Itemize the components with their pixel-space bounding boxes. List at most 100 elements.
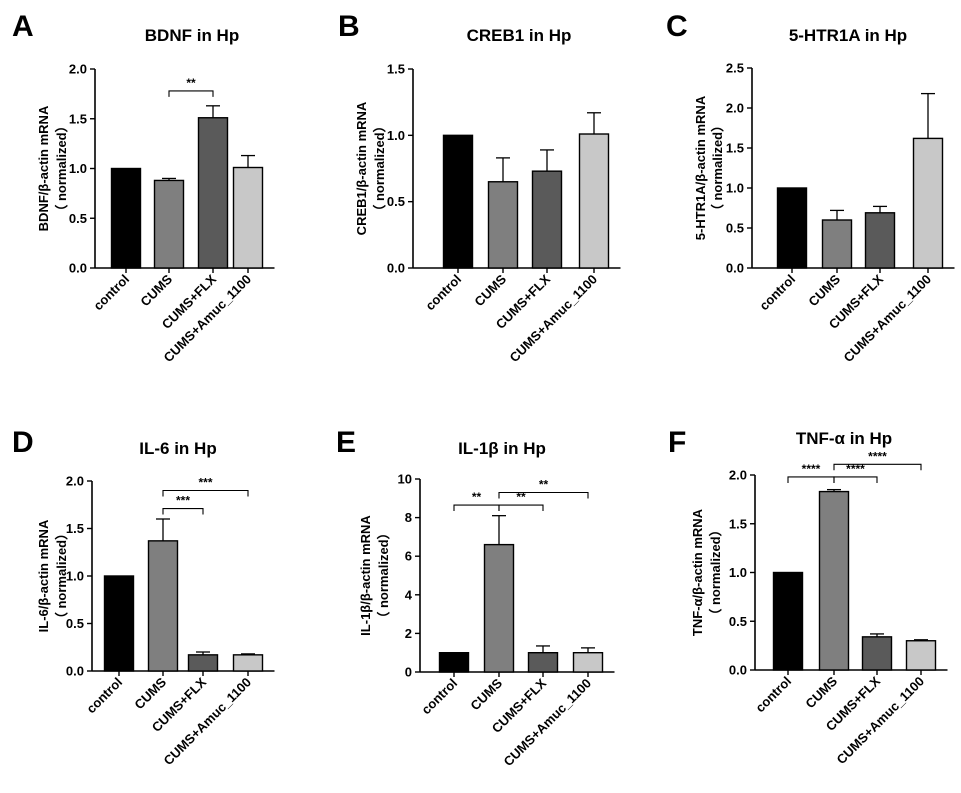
significance-bracket [833, 476, 878, 483]
y-tick-label: 2.0 [66, 474, 84, 489]
significance-bracket [498, 504, 544, 512]
bar-control [442, 134, 474, 269]
y-tick-label: 6 [405, 549, 412, 564]
y-axis-label: CREB1/β-actin mRNA [354, 101, 369, 235]
category-label: control [756, 272, 798, 314]
category-label: CUMS [471, 271, 509, 309]
panel-letter: F [668, 426, 686, 459]
y-tick-label: 0.5 [66, 616, 84, 631]
bar-CUMS+Amuc_1100 [232, 166, 264, 269]
panel-letter: C [666, 10, 688, 43]
chart-panel-A: A BDNF in Hp BDNF/β-actin mRNA （ normalized… [12, 10, 275, 365]
bar-CUMS [147, 540, 179, 672]
category-label: control [422, 272, 464, 314]
y-tick-label: 2.5 [726, 61, 744, 76]
y-tick-label: 1.5 [387, 62, 405, 77]
chart-title: BDNF in Hp [145, 26, 239, 45]
y-tick-label: 0.5 [69, 211, 87, 226]
bar-CUMS+FLX [864, 212, 896, 269]
y-tick-label: 8 [405, 510, 412, 525]
bar-control [110, 167, 142, 269]
y-tick-label: 1.0 [69, 161, 87, 176]
significance-bracket [498, 491, 589, 499]
y-tick-label: 2.0 [69, 62, 87, 77]
y-tick-label: 10 [398, 472, 412, 487]
category-label: CUMS+Amuc_1100 [840, 272, 934, 366]
y-tick-label: 2 [405, 626, 412, 641]
y-tick-label: 1.5 [726, 141, 744, 156]
panel-letter: D [12, 426, 34, 459]
significance-label: ** [472, 490, 482, 504]
y-tick-label: 1.0 [387, 128, 405, 143]
panel-letter: E [336, 426, 356, 459]
y-axis-label-unit: （ normalized） [54, 527, 69, 625]
bar-CUMS+Amuc_1100 [572, 652, 604, 673]
y-axis-label: 5-HTR1A/β-actin mRNA [693, 95, 708, 240]
category-label: CUMS+Amuc_1100 [160, 675, 254, 769]
significance-label: **** [868, 449, 887, 463]
chart-title: TNF-α in Hp [796, 429, 892, 448]
significance-label: ** [516, 490, 526, 504]
bar-CUMS [153, 179, 185, 269]
chart-panel-E: E IL-1β in Hp IL-1β/β-actin mRNA （ normaliz… [336, 426, 615, 769]
bar-control [438, 652, 470, 673]
significance-label: *** [176, 494, 190, 508]
y-axis-label-unit: （ normalized） [372, 119, 387, 217]
category-label: CUMS [805, 271, 843, 309]
significance-bracket [168, 90, 214, 97]
category-label: CUMS [802, 673, 840, 711]
significance-bracket [787, 476, 835, 483]
category-label: CUMS+Amuc_1100 [833, 674, 927, 768]
category-label: control [90, 272, 132, 314]
significance-label: ** [539, 478, 549, 492]
panel-letter: B [338, 10, 360, 43]
bar-control [776, 187, 808, 269]
bar-CUMS+Amuc_1100 [578, 133, 610, 269]
category-label: CUMS+Amuc_1100 [506, 272, 600, 366]
bar-CUMS [821, 219, 853, 269]
y-tick-label: 1.5 [69, 111, 87, 126]
bar-CUMS+FLX [197, 117, 229, 269]
y-tick-label: 0 [405, 665, 412, 680]
y-tick-label: 0.0 [726, 261, 744, 276]
chart-title: 5-HTR1A in Hp [789, 26, 907, 45]
chart-panel-B: B CREB1 in Hp CREB1/β-actin mRNA （ normaliz… [338, 10, 621, 365]
y-tick-label: 1.5 [66, 521, 84, 536]
significance-label: *** [198, 476, 212, 490]
significance-bracket [162, 489, 249, 497]
y-axis-label-unit: （ normalized） [376, 526, 391, 624]
y-tick-label: 1.5 [729, 516, 747, 531]
y-axis-label: IL-1β/β-actin mRNA [358, 515, 373, 636]
category-label: CUMS [467, 675, 505, 713]
bar-CUMS+FLX [187, 654, 219, 672]
y-axis-label: IL-6/β-actin mRNA [36, 519, 51, 632]
y-tick-label: 2.0 [726, 101, 744, 116]
category-label: control [752, 674, 794, 716]
bar-CUMS [818, 490, 850, 671]
significance-label: ** [186, 76, 196, 90]
y-axis-label-unit: （ normalized） [54, 119, 69, 217]
significance-bracket [453, 504, 500, 512]
panel-letter: A [12, 10, 34, 43]
bar-control [772, 571, 804, 671]
significance-bracket [833, 463, 922, 471]
y-tick-label: 0.5 [729, 614, 747, 629]
category-label: CUMS+Amuc_1100 [500, 676, 594, 770]
y-tick-label: 1.0 [729, 565, 747, 580]
chart-title: IL-6 in Hp [139, 439, 216, 458]
significance-bracket [162, 508, 204, 515]
y-axis-label: TNF-α/β-actin mRNA [690, 508, 705, 636]
bar-control [103, 575, 135, 672]
bar-CUMS+FLX [861, 636, 893, 671]
chart-title: CREB1 in Hp [467, 26, 572, 45]
y-tick-label: 0.0 [387, 261, 405, 276]
bar-CUMS+FLX [527, 652, 559, 673]
bar-CUMS [483, 543, 515, 673]
y-tick-label: 1.0 [726, 181, 744, 196]
y-tick-label: 2.0 [729, 468, 747, 483]
y-axis-label-unit: （ normalized） [710, 119, 725, 217]
bar-CUMS+Amuc_1100 [912, 137, 944, 269]
bar-CUMS+Amuc_1100 [232, 654, 264, 672]
y-tick-label: 4 [405, 587, 413, 602]
